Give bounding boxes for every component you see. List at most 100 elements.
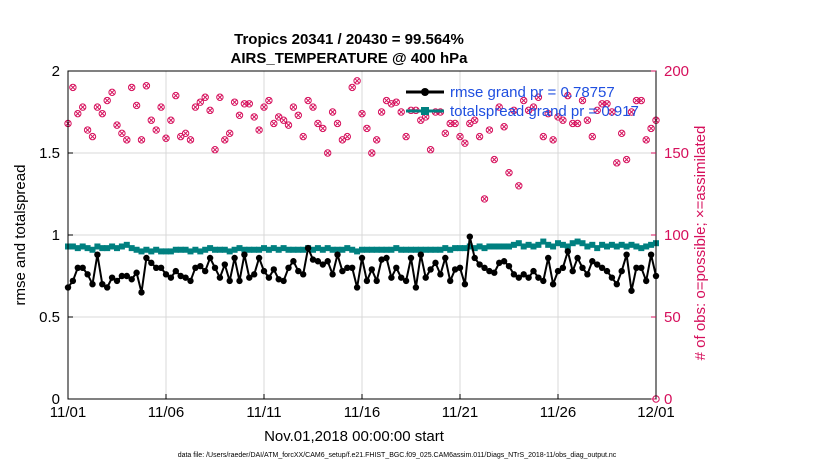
rmse-point: [334, 251, 341, 258]
obs-possible-point: [451, 119, 459, 128]
rmse-point: [378, 256, 385, 263]
obs-possible-point: [510, 106, 518, 115]
rmse-point: [221, 261, 228, 268]
totalspread-point: [608, 241, 615, 248]
rmse-point: [584, 271, 591, 278]
obs-assimilated-point: [192, 104, 199, 110]
rmse-point: [363, 277, 371, 285]
totalspread-point: [314, 245, 321, 252]
obs-possible-point: [539, 132, 547, 141]
obs-assimilated-point: [516, 183, 522, 189]
obs-assimilated-point: [378, 109, 385, 115]
legend-rmse-marker: [421, 88, 429, 96]
rmse-point: [138, 289, 145, 296]
obs-possible-point: [162, 134, 170, 142]
obs-assimilated-point: [511, 107, 517, 114]
obs-assimilated-point: [153, 127, 159, 133]
x-tick-label: 12/01: [637, 404, 675, 421]
obs-possible-point: [608, 108, 616, 116]
totalspread-point: [104, 245, 111, 252]
rmse-point: [437, 271, 444, 278]
totalspread-point: [212, 246, 218, 253]
obs-assimilated-point: [476, 133, 483, 140]
totalspread-point: [378, 246, 385, 253]
obs-assimilated-point: [251, 114, 257, 120]
totalspread-point: [481, 245, 488, 252]
rmse-point: [123, 272, 130, 280]
totalspread-point: [496, 243, 503, 250]
y-tick-left-label: 0: [52, 391, 60, 408]
obs-possible-point: [578, 96, 587, 105]
rmse-point: [157, 264, 165, 271]
rmse-point: [510, 271, 518, 278]
obs-assimilated-point: [584, 117, 591, 123]
obs-possible-point: [79, 103, 87, 111]
obs-assimilated-point: [128, 84, 135, 91]
obs-assimilated-point: [261, 104, 267, 110]
obs-possible-point: [235, 111, 244, 119]
rmse-point: [353, 284, 361, 291]
rmse-point: [447, 277, 454, 285]
totalspread-point: [599, 241, 606, 248]
obs-assimilated-point: [638, 97, 645, 104]
obs-assimilated-point: [217, 94, 223, 100]
obs-assimilated-point: [207, 107, 213, 114]
obs-possible-point: [83, 126, 92, 134]
legend: rmse grand pr = 0.78757 totalspread gran…: [406, 84, 639, 120]
obs-possible-point: [226, 129, 234, 138]
obs-assimilated-point: [75, 110, 81, 117]
legend-rmse-label: rmse grand pr = 0.78757: [450, 84, 615, 101]
obs-assimilated-point: [565, 92, 571, 99]
rmse-point: [231, 254, 238, 262]
x-tick-label: 11/11: [246, 404, 281, 421]
obs-assimilated-point: [320, 125, 326, 132]
obs-possible-point: [250, 113, 258, 121]
rmse-point: [309, 256, 317, 263]
rmse-point: [290, 258, 297, 265]
rmse-point: [69, 277, 77, 285]
totalspread-point: [74, 245, 81, 252]
rmse-point: [643, 277, 650, 285]
totalspread-point: [143, 246, 150, 253]
rmse-point: [162, 271, 170, 278]
obs-assimilated-point: [373, 137, 380, 143]
obs-assimilated-point: [197, 99, 204, 105]
obs-possible-point: [196, 98, 205, 106]
obs-assimilated-point: [109, 89, 115, 96]
totalspread-point: [638, 245, 645, 252]
totalspread-point: [324, 245, 331, 252]
totalspread-point: [236, 245, 243, 252]
obs-possible-point: [632, 96, 641, 105]
obs-assimilated-point: [525, 107, 532, 114]
obs-possible-point: [74, 109, 82, 118]
totalspread-point: [114, 245, 120, 252]
obs-assimilated-point: [173, 92, 179, 99]
obs-assimilated-point: [271, 120, 277, 127]
obs-possible-point: [353, 77, 361, 85]
totalspread-point: [202, 246, 209, 253]
rmse-point: [349, 264, 356, 271]
rmse-point: [476, 261, 483, 268]
obs-possible-point: [485, 126, 494, 134]
rmse-point: [148, 259, 155, 267]
rmse-point: [647, 251, 655, 258]
rmse-point: [393, 264, 400, 271]
rmse-point: [172, 267, 179, 275]
obs-assimilated-point: [266, 97, 272, 104]
obs-assimilated-point: [520, 97, 527, 104]
obs-possible-point: [147, 116, 156, 124]
totalspread-point: [486, 243, 493, 250]
rmse-point: [608, 274, 616, 281]
obs-possible-point: [627, 108, 636, 116]
obs-assimilated-point: [618, 130, 625, 137]
rmse-point: [89, 281, 96, 288]
rmse-point: [192, 264, 199, 271]
rmse-series: [64, 233, 660, 296]
obs-possible-point: [319, 124, 327, 133]
y-axis-label-right: # of obs: o=possible; ×=assimilated: [692, 126, 709, 361]
totalspread-point: [383, 246, 390, 253]
obs-assimilated-point: [119, 130, 125, 137]
rmse-point: [226, 277, 233, 285]
rmse-point: [324, 258, 331, 265]
rmse-point: [623, 251, 630, 258]
